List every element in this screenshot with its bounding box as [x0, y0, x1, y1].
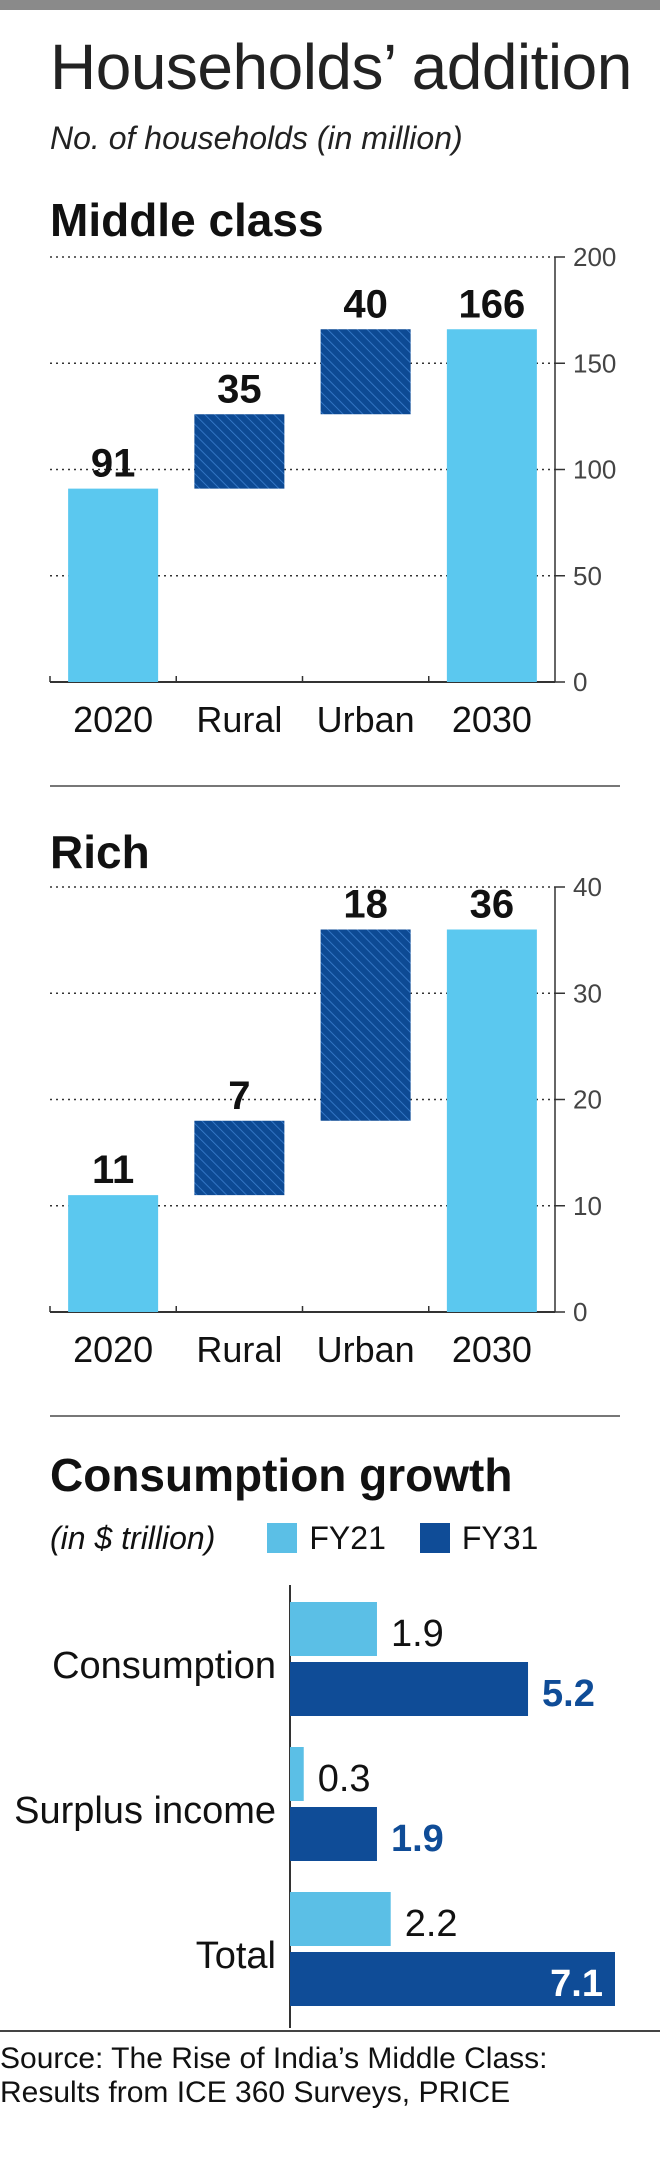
legend-item-fy31: FY31: [419, 1519, 539, 1557]
page-subtitle: No. of households (in million): [50, 120, 463, 156]
bar-fy31-0: [290, 1662, 529, 1716]
middle-class-title: Middle class: [50, 194, 324, 246]
legend: (in $ trillion) FY21 FY31: [50, 1516, 572, 1560]
middle-ytick-label: 0: [573, 667, 587, 697]
rich-bar-2020: [68, 1195, 159, 1312]
top-bar: [0, 0, 660, 10]
legend-swatch-fy21: [267, 1523, 298, 1553]
middle-category-label: Rural: [196, 699, 282, 740]
rich-category-label: 2030: [452, 1329, 532, 1370]
middle-class-chart: 0 50 100 150 200 91 2020 35 Rural 40 Urban 166 2030: [49, 242, 616, 740]
consumption-growth-title: Consumption growth: [50, 1449, 513, 1501]
source-note: Source: The Rise of India’s Middle Class…: [0, 2042, 660, 2110]
legend-swatch-fy31: [419, 1523, 450, 1553]
section-divider-1: [50, 785, 620, 787]
rich-value-label: 11: [92, 1148, 134, 1192]
rich-ytick-label: 30: [573, 978, 602, 1008]
middle-value-label: 35: [217, 367, 262, 411]
source-line-1: Source: The Rise of India’s Middle Class…: [0, 2042, 548, 2075]
bar-fy31-2: [290, 1952, 615, 2006]
page-title: Households’ addition: [50, 31, 632, 103]
rich-ytick-label: 0: [573, 1297, 587, 1327]
rich-bar-urban: [320, 929, 411, 1121]
middle-category-label: 2030: [452, 699, 532, 740]
section-divider-2: [50, 1415, 620, 1417]
bar-fy21-2: [290, 1892, 391, 1946]
category-label: Total: [196, 1935, 276, 1977]
middle-category-label: Urban: [317, 699, 415, 740]
middle-ytick-label: 50: [573, 561, 602, 591]
value-label-fy21: 1.9: [391, 1613, 444, 1655]
value-label-fy21: 2.2: [405, 1903, 458, 1945]
rich-ytick-label: 40: [573, 872, 602, 902]
value-label-fy31: 1.9: [391, 1818, 444, 1860]
middle-value-label: 40: [343, 282, 388, 326]
middle-value-label: 91: [91, 442, 136, 486]
rich-category-label: 2020: [73, 1329, 153, 1370]
legend-label-fy21: FY21: [309, 1519, 386, 1556]
value-label-fy31: 7.1: [550, 1963, 603, 2005]
middle-bar-2020: [68, 488, 159, 682]
category-label: Surplus income: [14, 1790, 276, 1832]
middle-category-label: 2020: [73, 699, 153, 740]
legend-label-fy31: FY31: [461, 1519, 539, 1556]
category-label: Consumption: [52, 1645, 276, 1687]
legend-item-fy21: FY21: [267, 1519, 386, 1557]
middle-bar-2030: [446, 329, 537, 682]
unit-label: (in $ trillion): [50, 1519, 216, 1556]
rich-value-label: 7: [228, 1074, 250, 1118]
rich-ytick-label: 10: [573, 1191, 602, 1221]
rich-value-label: 18: [343, 883, 388, 927]
middle-ytick-label: 150: [573, 348, 616, 378]
value-label-fy31: 5.2: [542, 1673, 595, 1715]
rich-category-label: Urban: [317, 1329, 415, 1370]
rich-bar-2030: [446, 929, 537, 1312]
rich-value-label: 36: [470, 883, 515, 927]
middle-value-label: 166: [459, 282, 526, 326]
source-divider: [0, 2030, 660, 2032]
rich-bar-rural: [194, 1120, 285, 1196]
value-label-fy21: 0.3: [318, 1758, 371, 1800]
rich-category-label: Rural: [196, 1329, 282, 1370]
middle-bar-urban: [320, 329, 411, 415]
rich-ytick-label: 20: [573, 1085, 602, 1115]
middle-ytick-label: 100: [573, 455, 616, 485]
middle-bar-rural: [194, 414, 285, 489]
bar-fy31-1: [290, 1807, 377, 1861]
rich-title: Rich: [50, 826, 150, 878]
source-line-2: Results from ICE 360 Surveys, PRICE: [0, 2076, 511, 2109]
bar-fy21-1: [290, 1747, 304, 1801]
middle-ytick-label: 200: [573, 242, 616, 272]
bar-fy21-0: [290, 1602, 377, 1656]
consumption-chart: 1.9 5.2 Consumption 0.3 1.9 Surplus income 2.2…: [14, 1585, 615, 2028]
